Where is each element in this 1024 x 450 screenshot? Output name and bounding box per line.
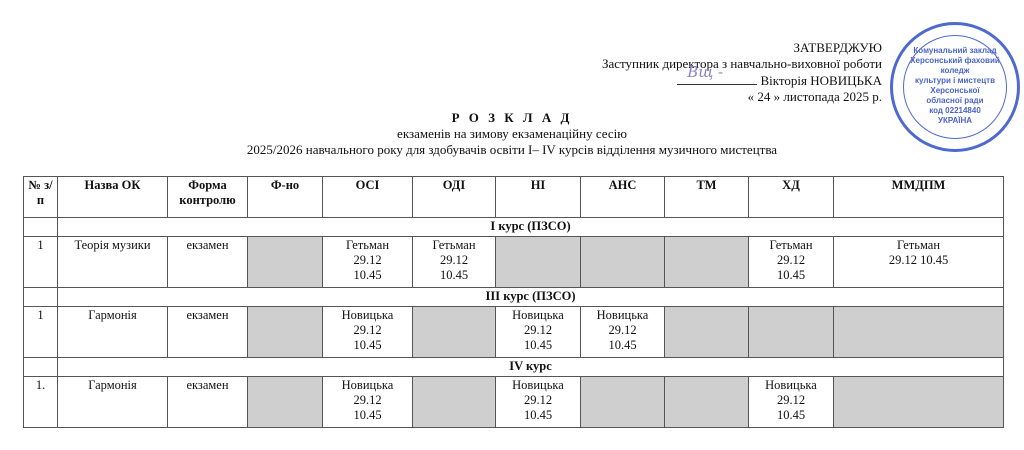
table-row: 1 Гармонія екзамен Новицька 29.12 10.45 Нови… xyxy=(23,306,1004,358)
section-empty-cell xyxy=(23,357,58,377)
column-header: Назва ОК xyxy=(57,176,168,218)
exam-cell: Гетьман 29.12 10.45 xyxy=(412,236,496,288)
column-header: АНС xyxy=(580,176,665,218)
approval-position: Заступник директора з навчально-виховної… xyxy=(601,56,882,71)
exam-cell: Гетьман 29.12 10.45 xyxy=(748,236,834,288)
section-title: III курс (ПЗСО) xyxy=(57,287,1004,307)
column-header: ОДІ xyxy=(412,176,496,218)
column-header: НІ xyxy=(495,176,581,218)
empty-cell xyxy=(664,236,749,288)
stamp-text: культури і мистецтв xyxy=(915,76,995,85)
stamp-inner: Комунальний заклад Херсонський фаховий кол… xyxy=(903,35,1007,139)
stamp-text: Херсонський фаховий xyxy=(910,56,1000,65)
empty-cell xyxy=(247,376,323,428)
row-number: 1 xyxy=(23,236,58,288)
approval-title: ЗАТВЕРДЖУЮ xyxy=(793,40,882,55)
row-number: 1 xyxy=(23,306,58,358)
course-name: Гармонія xyxy=(57,376,168,428)
section-empty-cell xyxy=(23,217,58,237)
control-form: екзамен xyxy=(167,236,248,288)
exam-cell: Новицька 29.12 10.45 xyxy=(580,306,665,358)
section-row: I курс (ПЗСО) xyxy=(23,217,1004,237)
empty-cell xyxy=(412,306,496,358)
section-title: IV курс xyxy=(57,357,1004,377)
header-row: № з/п Назва ОК Форма контролю Ф-но ОСІ ОДІ НІ А… xyxy=(23,176,1004,218)
stamp-text: УКРАЇНА xyxy=(937,116,973,125)
empty-cell xyxy=(580,376,665,428)
control-form: екзамен xyxy=(167,306,248,358)
document-title: Р О З К Л А Д xyxy=(451,110,573,125)
stamp-text: Херсонської xyxy=(930,86,980,95)
column-header: ММДПМ xyxy=(833,176,1004,218)
stamp-text: обласної ради xyxy=(926,96,984,105)
subtitle-2: 2025/2026 навчального року для здобувачі… xyxy=(246,142,778,157)
official-stamp: Комунальний заклад Херсонський фаховий кол… xyxy=(890,22,1020,152)
subtitle-1: екзаменів на зимову екзаменаційну сесію xyxy=(397,126,627,141)
column-header: Ф-но xyxy=(247,176,323,218)
course-name: Гармонія xyxy=(57,306,168,358)
exam-cell: Гетьман 29.12 10.45 xyxy=(833,236,1004,288)
section-row: IV курс xyxy=(23,357,1004,377)
signature-line: Вщ - xyxy=(677,64,758,85)
approval-day: « 24 » xyxy=(747,89,781,104)
row-number: 1. xyxy=(23,376,58,428)
table-row: 1. Гармонія екзамен Новицька 29.12 10.45 Нов… xyxy=(23,376,1004,428)
empty-cell xyxy=(833,376,1004,428)
signature: Вщ - xyxy=(687,63,724,81)
empty-cell xyxy=(247,236,323,288)
empty-cell xyxy=(664,376,749,428)
column-header: ТМ xyxy=(664,176,749,218)
document-heading: Р О З К Л А Д екзаменів на зимову екзаме… xyxy=(0,110,1024,158)
exam-cell: Гетьман 29.12 10.45 xyxy=(322,236,413,288)
empty-cell xyxy=(833,306,1004,358)
empty-cell xyxy=(495,236,581,288)
exam-cell: Новицька 29.12 10.45 xyxy=(495,376,581,428)
schedule-table: № з/п Назва ОК Форма контролю Ф-но ОСІ ОДІ НІ А… xyxy=(23,176,1004,428)
column-header: ХД xyxy=(748,176,834,218)
exam-cell: Новицька 29.12 10.45 xyxy=(495,306,581,358)
section-row: III курс (ПЗСО) xyxy=(23,287,1004,307)
exam-cell: Новицька 29.12 10.45 xyxy=(322,306,413,358)
table-row: 1 Теорія музики екзамен Гетьман 29.12 10.45… xyxy=(23,236,1004,288)
empty-cell xyxy=(664,306,749,358)
approval-block: ЗАТВЕРДЖУЮ Заступник директора з навчаль… xyxy=(602,40,882,105)
empty-cell xyxy=(580,236,665,288)
exam-cell: Новицька 29.12 10.45 xyxy=(322,376,413,428)
section-title: I курс (ПЗСО) xyxy=(57,217,1004,237)
column-header: ОСІ xyxy=(322,176,413,218)
exam-cell: Новицька 29.12 10.45 xyxy=(748,376,834,428)
empty-cell xyxy=(247,306,323,358)
empty-cell xyxy=(748,306,834,358)
approval-date: листопада 2025 р. xyxy=(783,89,882,104)
stamp-text: код 02214840 xyxy=(929,106,981,115)
section-empty-cell xyxy=(23,287,58,307)
column-header: № з/п xyxy=(23,176,58,218)
stamp-text: коледж xyxy=(940,66,970,75)
approver-name: Вікторія НОВИЦЬКА xyxy=(760,73,882,88)
control-form: екзамен xyxy=(167,376,248,428)
empty-cell xyxy=(412,376,496,428)
stamp-text: Комунальний заклад xyxy=(913,46,997,55)
course-name: Теорія музики xyxy=(57,236,168,288)
column-header: Форма контролю xyxy=(167,176,248,218)
